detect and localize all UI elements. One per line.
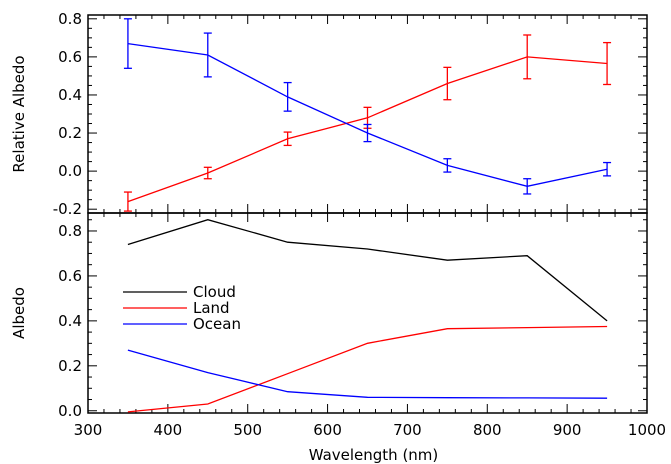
plot-frame: [87, 212, 648, 414]
y-tick-label: 0.0: [58, 402, 82, 420]
x-tick-label: 300: [74, 421, 103, 439]
y-tick-label: 0.6: [58, 48, 82, 66]
y-tick-label: 0.6: [58, 267, 82, 285]
series-land: [127, 325, 608, 413]
bottom-panel: 0.0 0.2 0.4 0.6 0.8 300 400 500 600 700 800 900 1000…: [10, 212, 666, 464]
y-tick-label: 0.0: [58, 162, 82, 180]
x-tick-label: 800: [473, 421, 502, 439]
series-line-1: [123, 18, 612, 195]
series-ocean: [127, 349, 608, 399]
y-tick-label: 0.4: [58, 312, 82, 330]
legend-label-land: Land: [193, 299, 230, 317]
x-tick-label: 900: [553, 421, 582, 439]
x-tick-label: 600: [313, 421, 342, 439]
legend-label-cloud: Cloud: [193, 283, 236, 301]
series-cloud: [127, 219, 608, 322]
series-line-0: [123, 34, 612, 212]
series-line: [127, 349, 608, 399]
y-tick-label: -0.2: [53, 200, 82, 218]
y-tick-label: 0.8: [58, 222, 82, 240]
x-tick-label: 500: [233, 421, 262, 439]
y-tick-label: 0.2: [58, 357, 82, 375]
series-line: [127, 325, 608, 413]
legend-label-ocean: Ocean: [193, 315, 241, 333]
x-tick-label: 1000: [628, 421, 666, 439]
series-line: [127, 219, 608, 322]
y-axis-title: Albedo: [10, 287, 28, 339]
y-tick-label: 0.8: [58, 10, 82, 28]
x-tick-label: 400: [154, 421, 183, 439]
x-tick-label: 700: [393, 421, 422, 439]
top-panel: -0.2 0.0 0.2 0.4 0.6 0.8 Relative Albedo: [10, 10, 648, 218]
x-axis-title: Wavelength (nm): [309, 446, 439, 464]
y-tick-label: 0.2: [58, 124, 82, 142]
y-tick-label: 0.4: [58, 86, 82, 104]
y-axis-title: Relative Albedo: [10, 55, 28, 172]
